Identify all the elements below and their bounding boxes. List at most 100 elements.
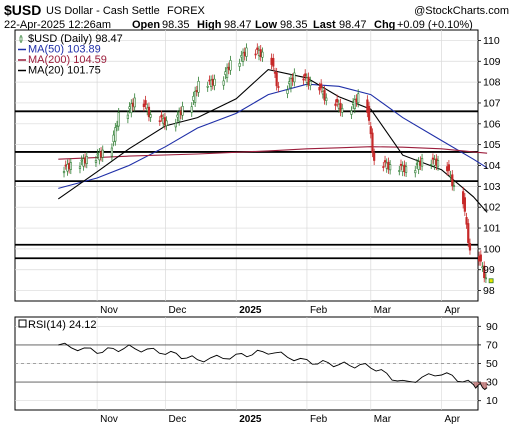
- candle-body: [222, 80, 225, 86]
- price-xtick-label: Dec: [169, 305, 187, 316]
- candle-body: [367, 105, 371, 121]
- legend-item-label: MA(20) 101.75: [28, 65, 101, 77]
- candle-body: [273, 72, 277, 74]
- candle-body: [465, 217, 468, 225]
- candle-body: [142, 103, 145, 108]
- candle-body: [179, 111, 182, 115]
- candle-body: [163, 117, 167, 126]
- candle-body: [69, 162, 72, 170]
- candle-body: [257, 50, 261, 56]
- candle-body: [240, 55, 243, 58]
- candle-body: [288, 81, 291, 85]
- legend-candle-body: [19, 36, 23, 42]
- candle-body: [468, 242, 472, 251]
- price-ytick-label: 105: [483, 139, 501, 151]
- candle-body: [483, 265, 486, 279]
- price-xtick-label: Nov: [100, 305, 118, 316]
- candle-body: [158, 120, 161, 122]
- candle-body: [436, 160, 440, 167]
- candle-body: [351, 102, 355, 105]
- rsi-ytick-label: 90: [486, 321, 498, 333]
- candle-body: [419, 160, 422, 166]
- candle-body: [165, 120, 168, 126]
- chart-watermark: @StockCharts.com: [414, 5, 509, 17]
- candle-body: [355, 98, 358, 103]
- rsi-xtick-label: Apr: [445, 414, 461, 425]
- price-ytick-label: 101: [483, 223, 501, 235]
- candle-body: [341, 108, 344, 113]
- candle-body: [323, 90, 326, 101]
- candle-body: [302, 78, 305, 81]
- candle-body: [417, 161, 420, 170]
- candle-body: [144, 100, 147, 105]
- candle-body: [256, 47, 259, 50]
- price-x-axis: Nov Dec 2025 Feb Mar Apr: [100, 305, 461, 316]
- candle-body: [131, 102, 135, 107]
- candle-body: [309, 80, 312, 86]
- price-ytick-label: 108: [483, 77, 501, 89]
- candle-body: [420, 158, 424, 167]
- price-xtick-label: Apr: [445, 305, 461, 316]
- candle-body: [415, 163, 419, 165]
- candle-body: [289, 78, 293, 89]
- candle-body: [238, 63, 241, 67]
- candle-body: [462, 191, 465, 205]
- candle-body: [353, 99, 356, 109]
- quote-last-label: Last: [313, 19, 336, 31]
- price-ytick-label: 102: [483, 202, 501, 214]
- candle-body: [245, 47, 248, 57]
- candle-body: [484, 277, 488, 280]
- candle-body: [80, 159, 83, 162]
- chart-title-symbol: $USD: [4, 2, 41, 18]
- rsi-xtick-label: Dec: [169, 414, 187, 425]
- candle-body: [404, 166, 408, 173]
- ma-line-ma200: [58, 146, 488, 160]
- candle-body: [357, 93, 360, 104]
- candle-body: [85, 156, 88, 164]
- rsi-axis: 90 70 50 30 10: [478, 321, 498, 407]
- price-ytick-label: 98: [483, 285, 495, 297]
- rsi-xtick-label: 2025: [239, 414, 262, 425]
- candle-body: [241, 52, 245, 62]
- quote-chg-value: +0.09 (+0.10%): [397, 19, 473, 31]
- candle-body: [382, 166, 385, 168]
- candle-body: [414, 170, 417, 174]
- candle-body: [304, 73, 307, 77]
- price-ytick-label: 110: [483, 35, 500, 47]
- candle-body: [213, 78, 216, 86]
- candle-body: [337, 103, 340, 109]
- candle-body: [176, 114, 179, 118]
- rsi-ytick-label: 30: [486, 377, 498, 389]
- candle-body: [478, 255, 481, 262]
- candle-body: [197, 80, 200, 93]
- candle-body: [435, 158, 438, 166]
- candle-body: [101, 149, 104, 158]
- candle-body: [83, 157, 87, 164]
- candle-body: [446, 166, 449, 172]
- candle-body: [463, 197, 466, 212]
- candle-body: [272, 58, 275, 67]
- candle-body: [110, 147, 114, 157]
- candle-body: [371, 132, 374, 153]
- rsi-ytick-label: 10: [486, 395, 498, 407]
- candle-body: [160, 114, 163, 118]
- candle-body: [146, 107, 149, 111]
- candle-body: [334, 103, 337, 106]
- ma-line-ma20: [57, 69, 488, 213]
- candle-body: [162, 118, 165, 124]
- candle-body: [128, 106, 131, 110]
- candle-body: [192, 95, 195, 101]
- candle-body: [321, 90, 324, 95]
- candle-body: [227, 66, 230, 70]
- candle-body: [467, 223, 470, 243]
- candle-body: [225, 67, 229, 79]
- candle-body: [114, 127, 117, 142]
- quote-high-label: High: [197, 19, 222, 31]
- rsi-series-line: [58, 342, 488, 391]
- rsi-label: RSI(14) 24.12: [28, 319, 96, 331]
- candle-body: [277, 86, 280, 88]
- candle-body: [130, 103, 133, 114]
- candle-body: [433, 159, 436, 166]
- candle-body: [224, 71, 227, 75]
